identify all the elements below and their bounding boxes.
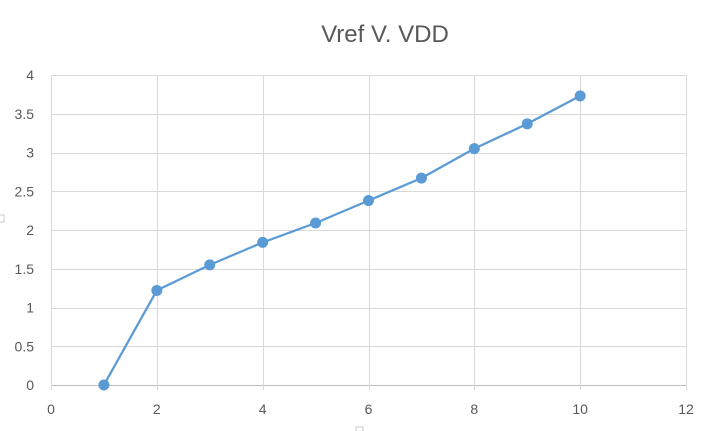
y-tick-label: 1: [26, 300, 34, 316]
y-tick-label: 0: [26, 377, 34, 393]
x-tick-label: 6: [365, 401, 373, 417]
data-point-marker: [151, 284, 163, 296]
y-tick-label: 1.5: [15, 261, 35, 277]
selection-handles: [0, 214, 364, 431]
data-point-marker: [415, 172, 427, 184]
chart-resize-handle[interactable]: [0, 214, 5, 223]
series-line: [102, 94, 582, 387]
y-tick-label: 0.5: [15, 338, 35, 354]
data-point-marker: [98, 379, 110, 391]
series-layer: [98, 90, 586, 391]
x-tick-label: 4: [259, 401, 267, 417]
chart-title: Vref V. VDD: [321, 21, 449, 48]
gridlines: [51, 75, 687, 390]
data-point-marker: [204, 259, 216, 271]
data-point-marker: [257, 236, 269, 248]
tick-labels: 0 0.5 1 1.5 2 2.5 3 3.5 4 0 2 4 6 8 10 12: [15, 67, 694, 417]
y-tick-label: 2: [26, 222, 34, 238]
x-tick-label: 10: [572, 401, 588, 417]
y-tick-label: 2.5: [15, 183, 35, 199]
data-point-marker: [310, 217, 322, 229]
data-point-marker: [521, 118, 533, 130]
y-tick-label: 3.5: [15, 106, 35, 122]
data-point-marker: [574, 90, 586, 102]
x-tick-label: 8: [470, 401, 478, 417]
x-tick-label: 12: [678, 401, 694, 417]
y-tick-label: 3: [26, 145, 34, 161]
data-point-marker: [363, 195, 374, 207]
y-tick-label: 4: [26, 67, 34, 83]
chart-resize-handle[interactable]: [355, 426, 364, 431]
data-point-marker: [468, 143, 480, 155]
x-tick-label: 2: [153, 401, 161, 417]
x-tick-label: 0: [47, 401, 55, 417]
